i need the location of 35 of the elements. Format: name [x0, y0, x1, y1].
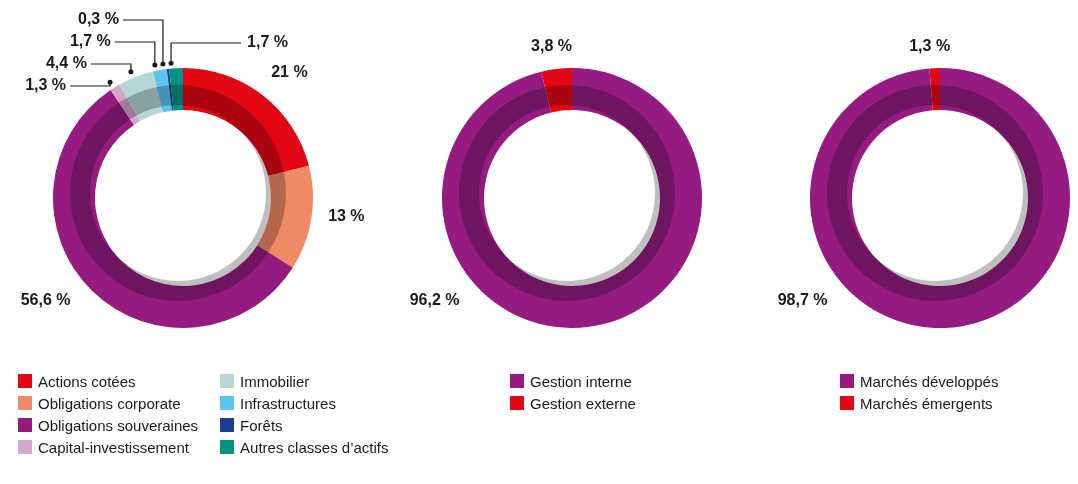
legend-label: Forêts: [240, 416, 283, 434]
legend-label: Marchés développés: [860, 372, 999, 390]
data-label: 56,6 %: [20, 290, 71, 308]
data-label: 4,4 %: [45, 54, 87, 72]
donut-slice: [257, 165, 313, 268]
donut-slice: [153, 69, 172, 113]
donut-slice: [119, 71, 163, 122]
legend-label: Capital-investissement: [38, 438, 189, 456]
donut-slice: [810, 68, 1070, 328]
data-label: 1,3 %: [909, 37, 951, 54]
legend-label: Obligations corporate: [38, 394, 181, 412]
donut-slice: [166, 68, 174, 111]
donut-slice: [541, 68, 572, 113]
legend-label: Actions cotées: [38, 372, 136, 390]
donut-slice: [929, 68, 940, 111]
donut-slice: [442, 68, 702, 328]
donut-slice: [110, 84, 141, 125]
data-label: 1,7 %: [247, 33, 288, 51]
data-label: 21 %: [271, 63, 308, 81]
data-label: 1,3 %: [25, 76, 67, 94]
legend-label: Autres classes d’actifs: [240, 438, 389, 456]
legend-label: Immobilier: [240, 372, 310, 390]
donut-slice: [53, 90, 293, 328]
data-label: 98,7 %: [777, 290, 828, 308]
data-label: 0,3 %: [78, 10, 119, 28]
legend-label: Infrastructures: [240, 394, 336, 412]
data-label: 96,2 %: [409, 290, 460, 308]
legend-label: Obligations souveraines: [38, 416, 199, 434]
data-label: 13 %: [328, 207, 365, 225]
legend-label: Marchés émergents: [860, 394, 993, 412]
legend-label: Gestion externe: [530, 394, 636, 412]
donut-slice: [169, 68, 183, 111]
legend-label: Gestion interne: [530, 372, 632, 390]
data-label: 3,8 %: [531, 37, 572, 54]
data-label: 1,7 %: [69, 32, 111, 50]
